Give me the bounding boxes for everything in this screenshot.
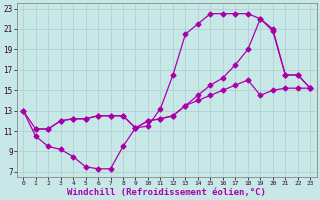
X-axis label: Windchill (Refroidissement éolien,°C): Windchill (Refroidissement éolien,°C) xyxy=(67,188,266,197)
